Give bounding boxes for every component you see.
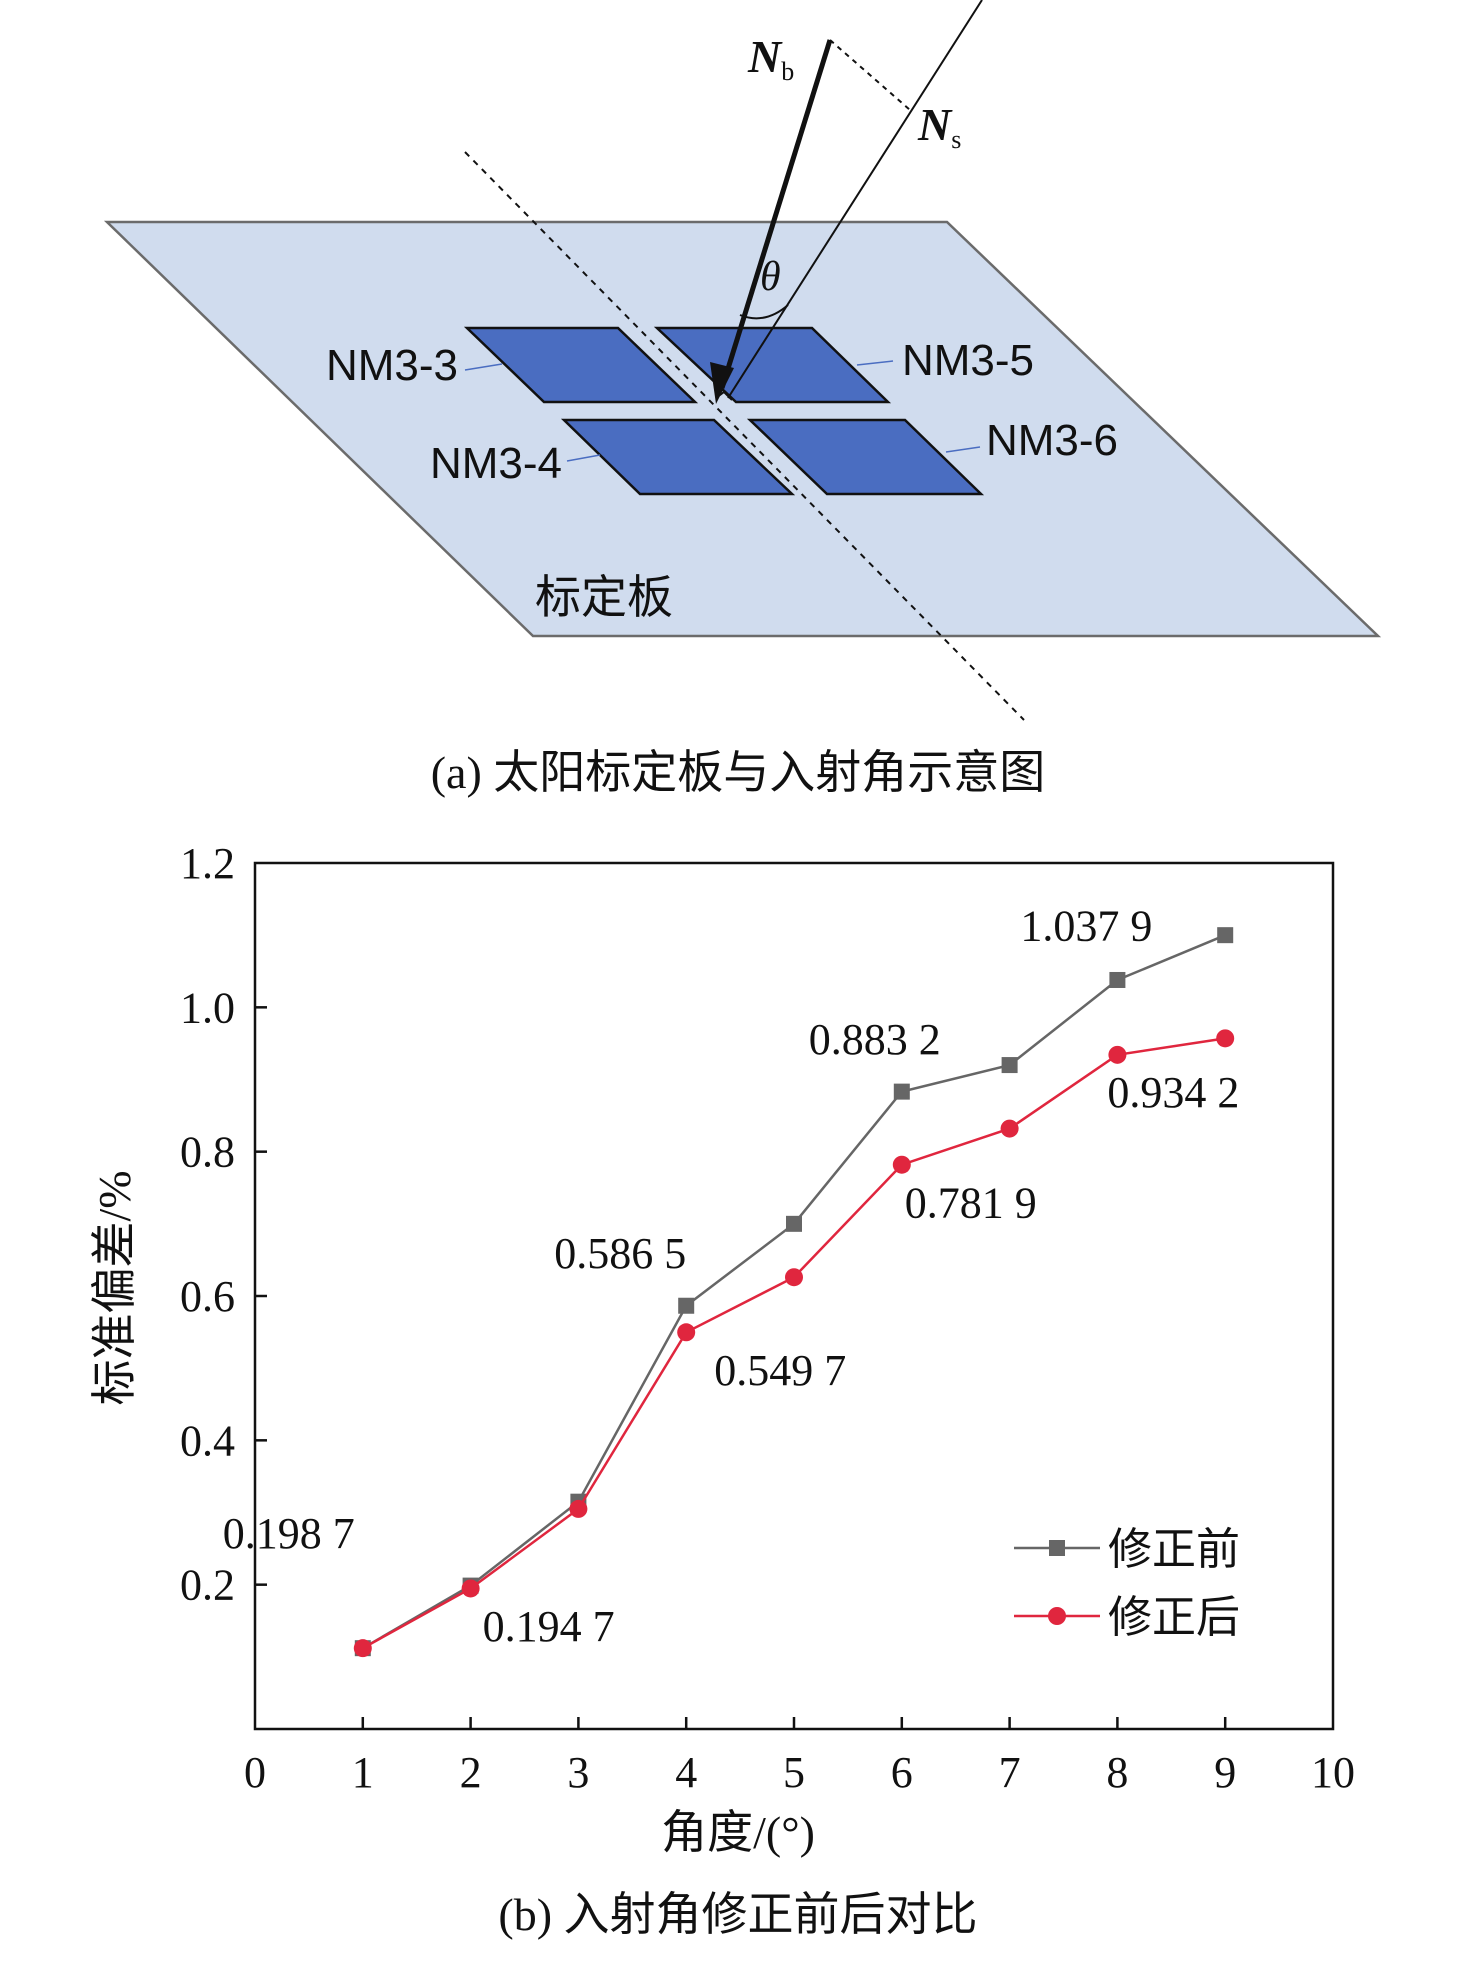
- leader-nm3-4: [566, 454, 601, 462]
- vector-connector-dashed: [829, 39, 911, 111]
- line-chart: 0 1 2 3 4 5 6 7 8 9 100.20.40.60.81.01.2 0.198 70.…: [89, 839, 1355, 1940]
- nb-label: Nb: [747, 31, 794, 86]
- x-tick-label: 8: [1106, 1748, 1128, 1797]
- x-tick-label: 5: [783, 1748, 805, 1797]
- panel-nm3-5: [653, 326, 892, 404]
- chart-caption: (b) 入射角修正前后对比: [498, 1889, 977, 1940]
- theta-label: θ: [760, 254, 781, 300]
- data-label: 0.586 5: [554, 1229, 686, 1278]
- y-tick-label: 0.4: [180, 1416, 235, 1465]
- right-angle-mark: [715, 390, 733, 401]
- series-2-point: [1216, 1029, 1235, 1048]
- panel-label-nm3-3: NM3-3: [326, 341, 458, 390]
- panel-label-nm3-6: NM3-6: [986, 416, 1118, 465]
- legend-label-1: 修正前: [1108, 1525, 1240, 1574]
- calibration-board: [103, 220, 1382, 638]
- x-axis-label: 角度/(°): [661, 1807, 815, 1858]
- data-label: 0.549 7: [714, 1346, 846, 1395]
- legend-label-2: 修正后: [1108, 1593, 1240, 1642]
- x-tick-label: 0: [244, 1748, 266, 1797]
- series-1-point: [786, 1215, 802, 1232]
- panel-label-nm3-5: NM3-5: [902, 336, 1034, 385]
- leader-nm3-6: [945, 446, 981, 453]
- angle-arc: [739, 304, 789, 320]
- series-1-point: [678, 1297, 695, 1314]
- series-1-point: [1001, 1057, 1018, 1074]
- data-label: 0.194 7: [483, 1602, 615, 1651]
- y-tick-label: 1.2: [180, 839, 235, 888]
- data-label: 0.934 2: [1107, 1068, 1239, 1117]
- x-tick-label: 4: [675, 1748, 697, 1797]
- panel-nm3-4: [560, 418, 796, 496]
- panel-label-nm3-4: NM3-4: [430, 439, 562, 488]
- series-line-2: [362, 1037, 1226, 1650]
- panel-nm3-3: [463, 326, 699, 404]
- ns-label: Ns: [917, 99, 961, 154]
- series-1-point: [893, 1083, 910, 1100]
- data-label: 0.198 7: [223, 1509, 355, 1558]
- data-label: 1.037 9: [1020, 902, 1152, 951]
- series-2-point: [892, 1155, 911, 1174]
- sun-vector-line: [727, 0, 983, 399]
- series-2-point: [461, 1579, 480, 1598]
- series-2-point: [785, 1268, 803, 1287]
- panel-nm3-6: [746, 418, 985, 496]
- legend-marker-1: [1049, 1540, 1065, 1556]
- x-tick-label: 9: [1214, 1748, 1236, 1797]
- x-tick-label: 7: [999, 1748, 1021, 1797]
- data-label: 0.781 9: [905, 1178, 1037, 1227]
- series-1-point: [1109, 971, 1126, 988]
- series-2-point: [569, 1499, 588, 1518]
- series-2-point: [1108, 1045, 1127, 1064]
- board-label: 标定板: [535, 572, 673, 623]
- y-tick-label: 0.8: [180, 1128, 235, 1177]
- axis-tick-labels: 0 1 2 3 4 5 6 7 8 9 10 0.2 0.4 0.6 0.8 1.0 1.2: [180, 839, 1355, 1797]
- diagram-caption: (a) 太阳标定板与入射角示意图: [431, 747, 1046, 798]
- x-tick-label: 2: [460, 1748, 482, 1797]
- series-1-point: [1217, 927, 1234, 944]
- series-2-point: [677, 1323, 696, 1342]
- y-tick-label: 1.0: [180, 983, 235, 1032]
- y-axis-label: 标准偏差/%: [89, 1170, 140, 1405]
- data-label: 0.883 2: [809, 1015, 941, 1064]
- leader-nm3-5: [856, 360, 894, 366]
- data-series: [353, 927, 1235, 1658]
- legend-marker-2: [1048, 1607, 1066, 1625]
- incidence-angle-diagram: NM3-3 NM3-5 NM3-4 NM3-6 Nb Ns θ 标定板 (a) …: [103, 0, 1382, 798]
- y-tick-label: 0.2: [180, 1561, 235, 1610]
- axis-ticks: [255, 1006, 1227, 1729]
- x-tick-label: 6: [891, 1748, 913, 1797]
- x-tick-label: 3: [567, 1748, 589, 1797]
- y-tick-label: 0.6: [180, 1272, 235, 1321]
- series-2-point: [353, 1639, 372, 1658]
- x-tick-label: 10: [1311, 1748, 1355, 1797]
- series-2-point: [1000, 1119, 1019, 1138]
- x-tick-label: 1: [352, 1748, 374, 1797]
- leader-nm3-3: [464, 363, 503, 371]
- board-normal-arrow: [719, 39, 833, 389]
- board-normal-arrowhead: [710, 362, 734, 404]
- series-line-1: [362, 934, 1226, 1650]
- board-centerline: [464, 151, 1025, 721]
- data-annotations: 0.198 7 0.194 7 0.586 5 0.549 7 0.883 2 0.781…: [223, 902, 1240, 1651]
